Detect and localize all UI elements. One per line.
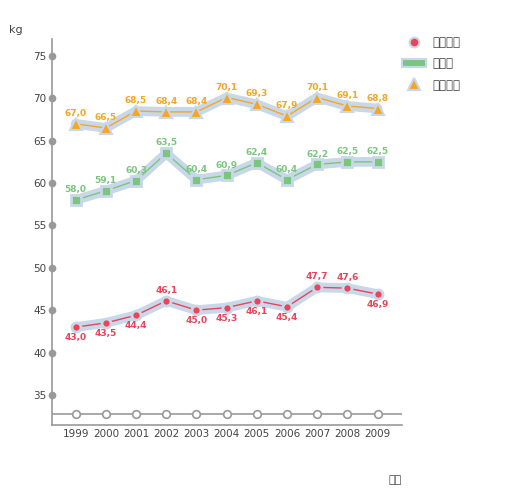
Text: 60,4: 60,4 (185, 165, 208, 174)
Text: 59,1: 59,1 (95, 176, 117, 185)
Text: 68,4: 68,4 (185, 97, 208, 106)
Text: 46,9: 46,9 (366, 300, 389, 309)
Text: 68,8: 68,8 (367, 94, 389, 102)
Text: 69,1: 69,1 (336, 91, 358, 100)
Text: 연도: 연도 (388, 475, 402, 485)
Text: 60,3: 60,3 (125, 165, 147, 175)
Text: 62,2: 62,2 (306, 149, 328, 159)
Text: 68,4: 68,4 (155, 97, 177, 106)
Text: 60,9: 60,9 (216, 161, 237, 169)
Legend: 초등학교, 중학교, 고등학교: 초등학교, 중학교, 고등학교 (398, 31, 465, 96)
Text: 47,7: 47,7 (306, 272, 329, 282)
Text: 46,1: 46,1 (155, 286, 177, 295)
Text: 62,5: 62,5 (336, 147, 358, 156)
Text: 62,4: 62,4 (246, 148, 268, 157)
Text: 66,5: 66,5 (95, 113, 117, 122)
Text: 47,6: 47,6 (336, 273, 358, 282)
Text: 67,0: 67,0 (64, 109, 87, 118)
Text: 45,0: 45,0 (185, 316, 208, 325)
Text: kg: kg (9, 25, 23, 35)
Text: 68,5: 68,5 (125, 96, 147, 105)
Text: 70,1: 70,1 (306, 82, 328, 92)
Text: 60,4: 60,4 (276, 165, 298, 174)
Text: 44,4: 44,4 (125, 321, 147, 330)
Text: 63,5: 63,5 (155, 139, 177, 147)
Text: 67,9: 67,9 (276, 101, 298, 110)
Text: 69,3: 69,3 (246, 89, 268, 99)
Text: 62,5: 62,5 (367, 147, 389, 156)
Text: 70,1: 70,1 (216, 82, 237, 92)
Text: 45,4: 45,4 (276, 313, 298, 322)
Text: 46,1: 46,1 (246, 307, 268, 316)
Text: 58,0: 58,0 (65, 185, 87, 194)
Text: 43,0: 43,0 (64, 333, 87, 342)
Text: 45,3: 45,3 (215, 314, 238, 323)
Text: 43,5: 43,5 (95, 329, 117, 338)
